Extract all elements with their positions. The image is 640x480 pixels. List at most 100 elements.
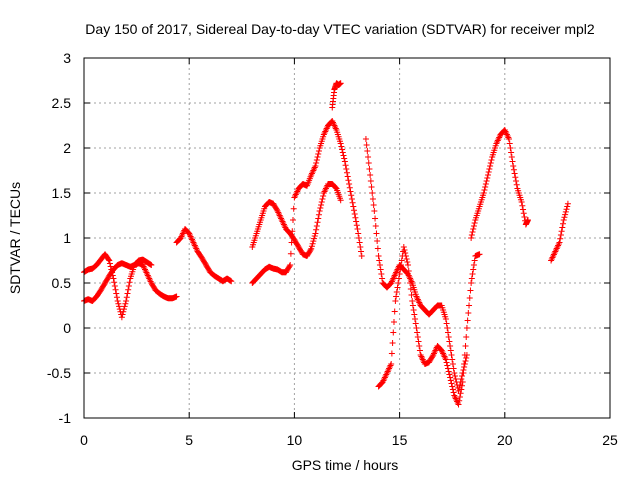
data-point (173, 293, 180, 300)
data-point (315, 151, 322, 157)
data-point (510, 163, 517, 169)
data-point (459, 373, 466, 379)
data-point (315, 211, 322, 218)
data-point (511, 170, 518, 177)
data-point (370, 202, 377, 208)
plot-frame (83, 57, 611, 419)
data-point (350, 203, 357, 210)
data-point (337, 197, 344, 204)
data-point (314, 219, 321, 226)
series-track-e (249, 118, 365, 286)
data-point (468, 232, 475, 238)
data-point (332, 184, 339, 191)
data-point (483, 178, 490, 184)
data-point (118, 314, 125, 321)
data-point (412, 316, 419, 322)
x-tick-label: 0 (80, 432, 88, 448)
data-point (308, 245, 315, 252)
data-point (307, 247, 314, 253)
data-point (443, 359, 450, 366)
data-point (347, 188, 354, 195)
data-point (413, 325, 420, 331)
data-point (481, 187, 488, 193)
data-point (406, 274, 413, 280)
data-point (415, 338, 422, 345)
data-point (315, 148, 322, 154)
data-point (402, 253, 409, 259)
data-point (107, 263, 114, 270)
data-point (447, 374, 454, 381)
data-point (395, 280, 402, 286)
data-point (559, 224, 566, 231)
data-point (375, 253, 382, 259)
y-tick-label: 1 (63, 230, 71, 246)
data-point (228, 278, 235, 285)
data-point (113, 290, 120, 297)
data-point (374, 238, 381, 244)
data-point (510, 166, 517, 173)
data-point (341, 158, 348, 165)
data-point (444, 325, 451, 331)
y-tick-label: -0.5 (47, 365, 71, 381)
data-point (396, 271, 403, 277)
data-point (379, 275, 386, 282)
data-point (338, 143, 345, 150)
data-point (563, 206, 570, 213)
data-point (111, 283, 118, 289)
data-point (358, 248, 365, 255)
data-point (343, 166, 350, 172)
data-point (348, 196, 355, 202)
x-tick-label: 15 (392, 432, 408, 448)
series-track-a (81, 260, 180, 304)
data-point (376, 257, 383, 264)
data-point (372, 223, 379, 229)
data-point (109, 269, 116, 276)
data-point (452, 376, 459, 382)
data-point (374, 245, 381, 252)
data-point (123, 294, 130, 301)
data-point (357, 244, 364, 250)
data-point (485, 169, 492, 175)
data-point (447, 343, 454, 349)
y-tick-label: 0 (63, 320, 71, 336)
data-point (470, 226, 477, 232)
data-point (351, 211, 358, 217)
data-point (363, 142, 370, 148)
data-point (311, 233, 318, 240)
data-point (470, 266, 477, 273)
data-point (450, 389, 457, 396)
data-point (455, 401, 462, 408)
data-point (109, 272, 116, 279)
data-point (449, 361, 456, 367)
data-point (352, 214, 359, 221)
data-point (337, 140, 344, 147)
data-point (337, 80, 344, 87)
series-track-f (362, 136, 470, 394)
data-point (463, 325, 470, 331)
data-point (452, 373, 459, 379)
data-point (346, 181, 353, 187)
x-tick-label: 25 (602, 432, 618, 448)
data-point (508, 149, 515, 156)
data-point (450, 365, 457, 372)
data-point (308, 243, 315, 250)
x-axis-label: GPS time / hours (292, 457, 399, 473)
data-point (376, 262, 383, 268)
data-point (465, 310, 472, 316)
data-point (462, 343, 469, 349)
x-tick-label: 5 (185, 432, 193, 448)
data-point (560, 220, 567, 227)
data-point (377, 266, 384, 273)
data-point (446, 371, 453, 378)
data-point (356, 239, 363, 246)
data-point (351, 207, 358, 214)
data-point (487, 160, 494, 166)
data-point (126, 279, 133, 286)
data-point (368, 184, 375, 190)
y-tick-label: 3 (63, 50, 71, 66)
data-point (520, 206, 527, 213)
data-point (449, 383, 456, 390)
data-point (367, 172, 374, 178)
data-point (355, 230, 362, 237)
data-point (564, 203, 571, 210)
